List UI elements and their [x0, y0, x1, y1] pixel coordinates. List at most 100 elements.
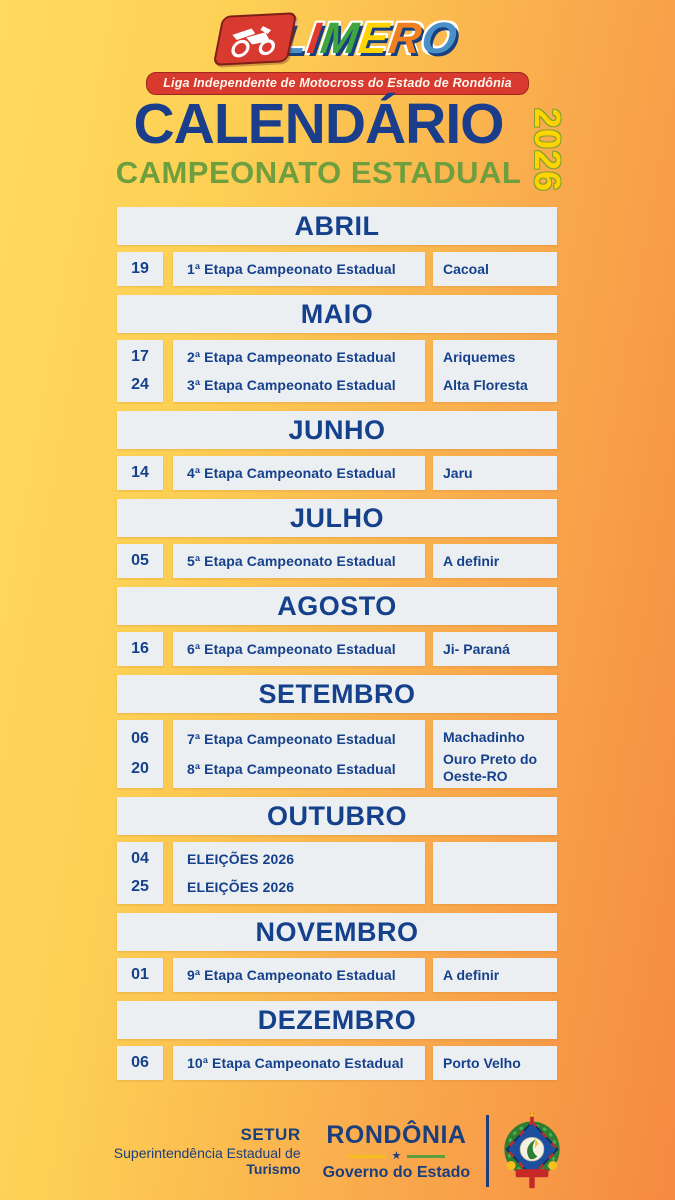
event-day: 05: [131, 552, 149, 569]
event-location: Alta Floresta: [443, 376, 528, 393]
event-location: Ouro Preto do Oeste-RO: [443, 751, 538, 784]
month-header: JULHO: [117, 499, 557, 537]
event-column: 9ª Etapa Campeonato Estadual: [173, 958, 425, 992]
event-description: ELEIÇÕES 2026: [187, 879, 295, 895]
event-location: A definir: [443, 966, 500, 983]
event-description: 8ª Etapa Campeonato Estadual: [187, 761, 396, 777]
event-day: 20: [131, 760, 149, 777]
month-name: MAIO: [300, 298, 374, 329]
event-location: Ariquemes: [443, 348, 516, 365]
location-column: [433, 842, 557, 904]
event-description: 7ª Etapa Campeonato Estadual: [187, 731, 396, 747]
month-name: JUNHO: [288, 414, 386, 445]
limero-letter-5: O: [418, 14, 461, 63]
event-description: 2ª Etapa Campeonato Estadual: [187, 349, 396, 365]
league-tagline-banner: Liga Independente de Motocross do Estado…: [146, 72, 529, 95]
month-events-row: 16 6ª Etapa Campeonato Estadual Ji- Paraná: [117, 632, 557, 666]
setur-acronym: SETUR: [240, 1125, 301, 1144]
month-header: NOVEMBRO: [117, 913, 557, 951]
month-name: OUTUBRO: [267, 800, 407, 831]
event-location: Machadinho: [443, 728, 525, 745]
event-column: ELEIÇÕES 2026 ELEIÇÕES 2026: [173, 842, 425, 904]
event-description: 10ª Etapa Campeonato Estadual: [187, 1055, 404, 1071]
event-location: [433, 873, 557, 901]
event-description: 3ª Etapa Campeonato Estadual: [187, 377, 396, 393]
month-section-outubro: OUTUBRO 04 25 ELEIÇÕES 2026 ELEIÇÕES 2026: [117, 797, 557, 904]
government-subtitle: Governo do Estado: [322, 1163, 471, 1181]
event-day: 24: [131, 376, 149, 393]
location-column: Ji- Paraná: [433, 632, 557, 666]
poster-title: CALENDÁRIO: [133, 92, 505, 156]
event-description: 4ª Etapa Campeonato Estadual: [187, 465, 396, 481]
date-column: 14: [117, 456, 163, 490]
event-column: 4ª Etapa Campeonato Estadual: [173, 456, 425, 490]
rondonia-coat-of-arms-icon: [503, 1111, 561, 1191]
location-column: Jaru: [433, 456, 557, 490]
event-day: 16: [131, 640, 149, 657]
event-location: Porto Velho: [443, 1054, 521, 1071]
month-section-agosto: AGOSTO 16 6ª Etapa Campeonato Estadual Ji- …: [117, 587, 557, 666]
month-section-junho: JUNHO 14 4ª Etapa Campeonato Estadual Jaru: [117, 411, 557, 490]
date-column: 05: [117, 544, 163, 578]
location-column: A definir: [433, 958, 557, 992]
location-column: Ariquemes Alta Floresta: [433, 340, 557, 402]
event-day: 06: [131, 730, 149, 747]
month-events-row: 14 4ª Etapa Campeonato Estadual Jaru: [117, 456, 557, 490]
motocross-bike-icon: [212, 12, 298, 66]
date-column: 17 24: [117, 340, 163, 402]
month-events-row: 05 5ª Etapa Campeonato Estadual A definir: [117, 544, 557, 578]
setur-line1: Superintendência Estadual de: [113, 1145, 301, 1161]
event-day: 25: [131, 878, 149, 895]
government-separator: ★: [323, 1149, 471, 1162]
month-events-row: 06 10ª Etapa Campeonato Estadual Porto Vel…: [117, 1046, 557, 1080]
separator-green-line: [407, 1154, 446, 1158]
month-section-setembro: SETEMBRO 06 20 7ª Etapa Campeonato Estadual…: [117, 675, 557, 788]
government-name: RONDÔNIA: [326, 1120, 467, 1149]
event-column: 1ª Etapa Campeonato Estadual: [173, 252, 425, 286]
setur-block: SETUR Superintendência Estadual de Turis…: [114, 1125, 301, 1177]
month-name: SETEMBRO: [258, 678, 416, 709]
month-header: AGOSTO: [117, 587, 557, 625]
separator-yellow-line: [347, 1154, 386, 1158]
event-description: 9ª Etapa Campeonato Estadual: [187, 967, 396, 983]
month-section-maio: MAIO 17 24 2ª Etapa Campeonato Estadual 3ª E…: [117, 295, 557, 402]
setur-line2: Turismo: [246, 1161, 301, 1177]
month-events-row: 01 9ª Etapa Campeonato Estadual A definir: [117, 958, 557, 992]
government-block: RONDÔNIA ★ Governo do Estado: [323, 1121, 471, 1182]
event-location: Jaru: [443, 464, 473, 481]
date-column: 06: [117, 1046, 163, 1080]
month-name: JULHO: [289, 502, 384, 533]
month-name: DEZEMBRO: [257, 1004, 417, 1035]
month-header: MAIO: [117, 295, 557, 333]
event-location: [433, 845, 557, 873]
date-column: 16: [117, 632, 163, 666]
event-column: 6ª Etapa Campeonato Estadual: [173, 632, 425, 666]
location-column: A definir: [433, 544, 557, 578]
footer-divider: [486, 1115, 490, 1187]
month-header: ABRIL: [117, 207, 557, 245]
event-description: 1ª Etapa Campeonato Estadual: [187, 261, 396, 277]
event-column: 2ª Etapa Campeonato Estadual 3ª Etapa Cam…: [173, 340, 425, 402]
date-column: 19: [117, 252, 163, 286]
month-name: NOVEMBRO: [255, 916, 419, 947]
month-name: ABRIL: [294, 210, 380, 241]
event-description: 5ª Etapa Campeonato Estadual: [187, 553, 396, 569]
location-column: Machadinho Ouro Preto do Oeste-RO: [433, 720, 557, 788]
month-header: DEZEMBRO: [117, 1001, 557, 1039]
event-day: 14: [131, 464, 149, 481]
month-events-row: 04 25 ELEIÇÕES 2026 ELEIÇÕES 2026: [117, 842, 557, 904]
event-day: 06: [131, 1054, 149, 1071]
star-icon: ★: [391, 1149, 402, 1162]
event-column: 10ª Etapa Campeonato Estadual: [173, 1046, 425, 1080]
event-description: 6ª Etapa Campeonato Estadual: [187, 641, 396, 657]
poster-subtitle: CAMPEONATO ESTADUAL: [115, 155, 522, 190]
event-location: A definir: [443, 552, 500, 569]
event-column: 5ª Etapa Campeonato Estadual: [173, 544, 425, 578]
date-column: 04 25: [117, 842, 163, 904]
month-section-julho: JULHO 05 5ª Etapa Campeonato Estadual A def…: [117, 499, 557, 578]
event-location: Cacoal: [443, 260, 489, 277]
month-header: OUTUBRO: [117, 797, 557, 835]
month-section-abril: ABRIL 19 1ª Etapa Campeonato Estadual Cacoa…: [117, 207, 557, 286]
event-day: 04: [131, 850, 149, 867]
